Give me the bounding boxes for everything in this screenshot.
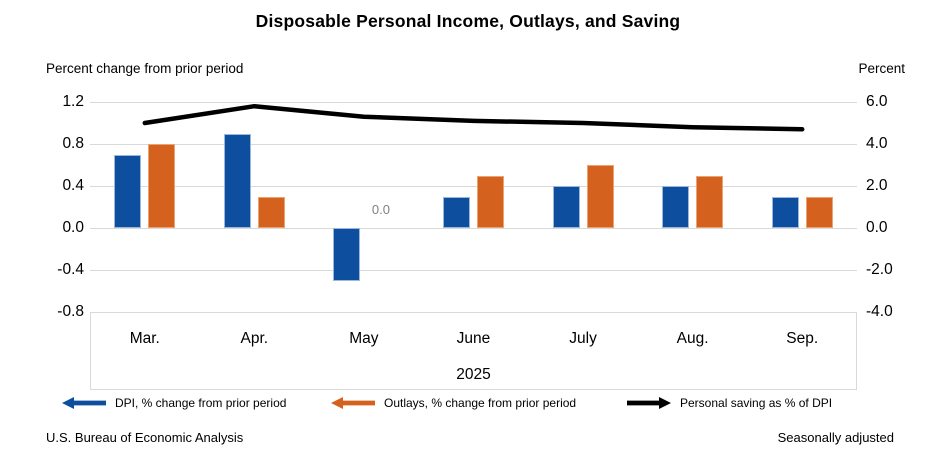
bar-outlays-Sep	[805, 196, 833, 228]
gridline	[90, 144, 857, 145]
x-tick-June: June	[456, 330, 491, 347]
x-tick-May: May	[349, 330, 379, 347]
x-axis-box	[90, 312, 857, 390]
left-axis-title: Percent change from prior period	[46, 61, 244, 76]
left-axis-tick: -0.4	[57, 261, 84, 278]
x-tick-Sep: Sep.	[786, 330, 819, 347]
bar-outlays-Mar	[148, 144, 176, 228]
gridline	[90, 186, 857, 187]
left-axis-tick: 0.8	[62, 135, 84, 152]
legend-label-outlays: Outlays, % change from prior period	[384, 396, 577, 410]
x-axis-year-label: 2025	[456, 366, 491, 383]
zero-value-label: 0.0	[371, 202, 390, 217]
gridline	[90, 102, 857, 103]
bar-outlays-June	[477, 175, 504, 228]
left-arrow-icon	[331, 397, 375, 409]
x-tick-Mar: Mar.	[129, 330, 160, 347]
bar-dpi-Aug	[662, 186, 690, 228]
left-axis-tick: 1.2	[62, 93, 84, 110]
x-tick-July: July	[569, 330, 597, 347]
legend-item-outlays: Outlays, % change from prior period	[331, 396, 576, 410]
right-axis-tick: 2.0	[866, 177, 888, 194]
bar-dpi-June	[443, 196, 470, 228]
right-axis-tick: -2.0	[866, 261, 893, 278]
legend-label-dpi: DPI, % change from prior period	[115, 396, 287, 410]
seasonally-adjusted-note: Seasonally adjusted	[777, 430, 894, 445]
x-tick-Apr: Apr.	[240, 330, 269, 347]
chart-title: Disposable Personal Income, Outlays, and…	[255, 11, 681, 31]
gridline	[90, 270, 857, 271]
right-axis-tick: 6.0	[866, 93, 888, 110]
bar-dpi-May	[333, 228, 361, 281]
bar-dpi-Sep	[771, 196, 799, 228]
gridline	[90, 228, 857, 229]
left-axis-tick: 0.0	[62, 219, 84, 236]
source-text: U.S. Bureau of Economic Analysis	[46, 430, 244, 445]
bar-dpi-Mar	[114, 154, 142, 228]
bar-outlays-Aug	[696, 175, 724, 228]
bar-dpi-July	[552, 186, 580, 228]
bar-outlays-July	[586, 165, 614, 228]
legend-label-saving: Personal saving as % of DPI	[680, 396, 833, 410]
bar-dpi-Apr	[223, 133, 251, 228]
left-axis-tick: 0.4	[62, 177, 84, 194]
right-axis-tick: 4.0	[866, 135, 888, 152]
legend-item-dpi: DPI, % change from prior period	[62, 396, 286, 410]
left-axis-tick: -0.8	[57, 303, 84, 320]
legend-item-saving: Personal saving as % of DPI	[627, 396, 832, 410]
left-arrow-icon	[62, 397, 106, 409]
right-axis-tick: 0.0	[866, 219, 888, 236]
bar-outlays-Apr	[257, 196, 285, 228]
right-arrow-icon	[627, 397, 671, 409]
x-tick-Aug: Aug.	[676, 330, 709, 347]
right-axis-tick: -4.0	[866, 303, 893, 320]
right-axis-title: Percent	[858, 61, 905, 76]
